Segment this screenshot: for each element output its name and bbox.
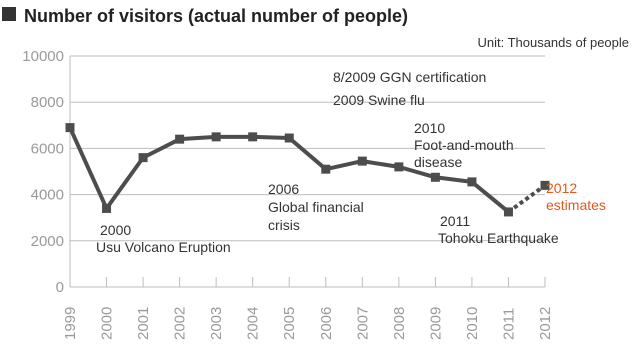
annotation-2000-year: 2000 xyxy=(100,222,131,238)
y-tick-label: 2000 xyxy=(31,233,64,250)
data-point xyxy=(248,132,258,142)
x-tick-label: 2009 xyxy=(427,307,444,340)
data-point xyxy=(503,207,513,217)
chart-title: Number of visitors (actual number of peo… xyxy=(24,6,408,26)
x-tick-label: 2005 xyxy=(281,307,298,340)
title-square-icon xyxy=(2,7,16,21)
annotations: 2000 Usu Volcano Eruption 2006 Global fi… xyxy=(96,69,606,255)
annotation-2009-flu: 2009 Swine flu xyxy=(333,92,425,108)
data-point xyxy=(394,162,404,172)
x-tick-label: 2004 xyxy=(245,307,262,340)
x-tick-label: 2011 xyxy=(500,308,517,340)
y-tick-label: 4000 xyxy=(31,187,64,204)
y-tick-label: 10000 xyxy=(22,48,64,65)
annotation-2006-line2: crisis xyxy=(268,217,300,233)
x-tick-label: 2012 xyxy=(537,307,554,340)
annotation-2011-text: Tohoku Earthquake xyxy=(438,230,559,246)
annotation-2012-text: estimates xyxy=(546,197,606,213)
x-tick-label: 2001 xyxy=(135,307,152,340)
data-point xyxy=(467,177,477,187)
y-tick-label: 8000 xyxy=(31,94,64,111)
series-line-estimate xyxy=(507,183,547,214)
grid xyxy=(69,55,546,288)
annotation-2009-ggn: 8/2009 GGN certification xyxy=(333,69,486,85)
x-tick-label: 2008 xyxy=(391,307,408,340)
y-tick-label: 0 xyxy=(56,279,64,296)
annotation-2006-year: 2006 xyxy=(268,181,299,197)
annotation-2012-year: 2012 xyxy=(546,180,577,196)
data-point xyxy=(430,172,440,182)
unit-label: Unit: Thousands of people xyxy=(477,35,629,50)
data-point xyxy=(321,164,331,174)
annotation-2010-year: 2010 xyxy=(414,120,445,136)
x-tick-label: 2002 xyxy=(172,307,189,340)
data-point xyxy=(284,133,294,143)
data-point xyxy=(357,156,367,166)
annotation-2010-line1: Foot-and-mouth xyxy=(414,137,514,153)
x-tick-label: 2010 xyxy=(464,307,481,340)
x-tick-label: 2003 xyxy=(208,307,225,340)
annotation-2006-line1: Global financial xyxy=(268,199,364,215)
annotation-2010-line2: disease xyxy=(414,154,462,170)
x-axis-ticks: 1999 2000 2001 2002 2003 2004 2005 2006 2007 2008… xyxy=(62,307,554,340)
annotation-2000-text: Usu Volcano Eruption xyxy=(96,239,231,255)
data-point xyxy=(138,153,148,163)
data-point xyxy=(211,132,221,142)
x-tick-label: 2006 xyxy=(318,307,335,340)
data-point xyxy=(540,180,550,190)
y-axis-ticks: 0 2000 4000 6000 8000 10000 xyxy=(22,48,64,296)
x-tick-label: 2000 xyxy=(99,307,116,340)
data-point xyxy=(102,203,112,213)
x-tick-label: 2007 xyxy=(354,307,371,340)
y-tick-label: 6000 xyxy=(31,140,64,157)
series-visitors xyxy=(65,123,550,217)
x-tick-label: 1999 xyxy=(62,307,79,340)
data-point xyxy=(65,123,75,133)
data-point xyxy=(175,134,185,144)
annotation-2011-year: 2011 xyxy=(440,213,470,229)
